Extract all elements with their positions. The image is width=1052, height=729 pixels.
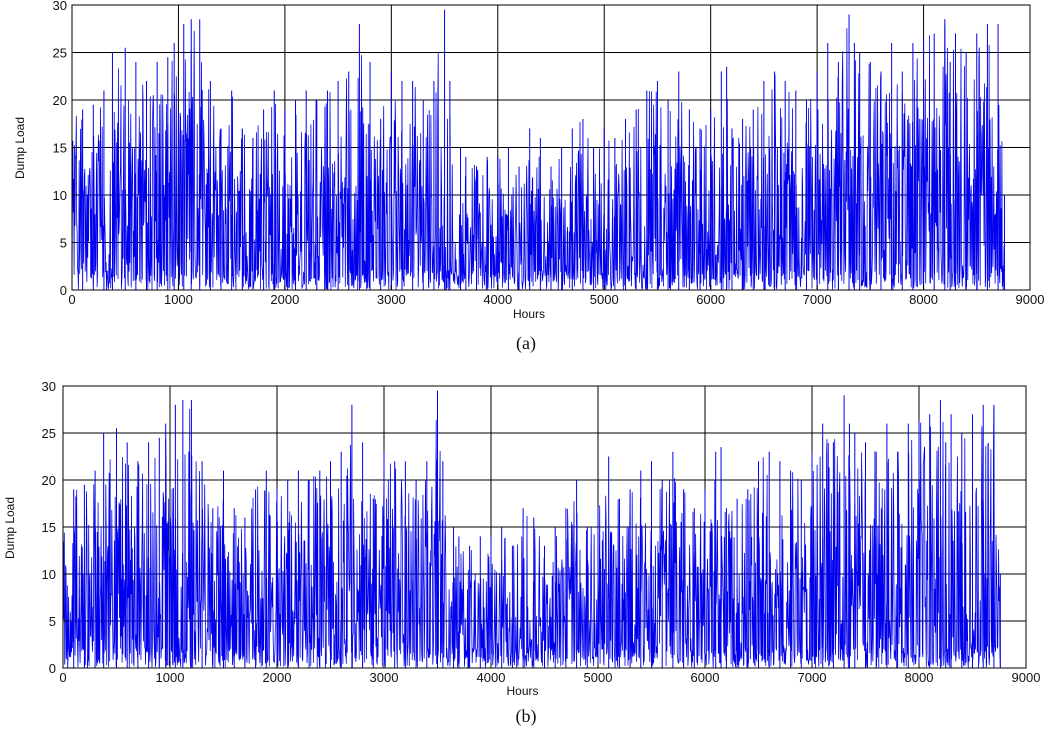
x-tick-label: 0 — [68, 292, 75, 307]
y-tick-label: 10 — [42, 567, 56, 582]
y-axis-label: Dump Load — [3, 497, 17, 559]
x-tick-label: 6000 — [691, 670, 720, 685]
series-line-dump-load — [71, 24, 1005, 291]
y-tick-label: 0 — [49, 661, 56, 676]
x-tick-label: 0 — [59, 670, 66, 685]
x-tick-label: 1000 — [156, 670, 185, 685]
x-tick-label: 7000 — [803, 292, 832, 307]
x-tick-label: 9000 — [1012, 670, 1041, 685]
x-tick-label: 4000 — [477, 670, 506, 685]
chart-panel-b: 0 5 10 15 20 25 30 0 1000 2000 3000 4000 5000 6000 700… — [3, 379, 1040, 727]
x-tick-label: 5000 — [590, 292, 619, 307]
y-tick-label: 25 — [53, 46, 67, 61]
x-tick-label: 4000 — [483, 292, 512, 307]
panel-caption: (a) — [516, 333, 536, 354]
x-tick-label: 5000 — [584, 670, 613, 685]
y-tick-label: 20 — [53, 93, 67, 108]
x-tick-label: 6000 — [696, 292, 725, 307]
y-tick-label: 0 — [60, 283, 67, 298]
y-tick-label: 25 — [42, 426, 56, 441]
x-tick-label: 2000 — [270, 292, 299, 307]
y-tick-label: 10 — [53, 188, 67, 203]
chart-panel-a: 0 5 10 15 20 25 30 0 1000 2000 3000 4000 5000 6000 700… — [13, 0, 1044, 354]
y-tick-label: 30 — [53, 0, 67, 13]
y-tick-label: 15 — [53, 141, 67, 156]
x-tick-label: 1000 — [164, 292, 193, 307]
y-tick-label: 5 — [49, 614, 56, 629]
series-line-dump-load — [62, 407, 1001, 669]
y-tick-label: 30 — [42, 379, 56, 394]
x-tick-label: 7000 — [798, 670, 827, 685]
y-tick-label: 5 — [60, 236, 67, 251]
x-axis-label: Hours — [506, 684, 538, 698]
x-axis-label: Hours — [513, 307, 545, 321]
x-tick-label: 8000 — [909, 292, 938, 307]
x-tick-label: 9000 — [1016, 292, 1045, 307]
x-tick-label: 2000 — [263, 670, 292, 685]
panel-caption: (b) — [516, 706, 537, 727]
x-tick-label: 3000 — [370, 670, 399, 685]
y-tick-label: 15 — [42, 520, 56, 535]
x-tick-label: 3000 — [377, 292, 406, 307]
y-axis-label: Dump Load — [13, 117, 27, 179]
x-tick-label: 8000 — [905, 670, 934, 685]
y-tick-label: 20 — [42, 473, 56, 488]
